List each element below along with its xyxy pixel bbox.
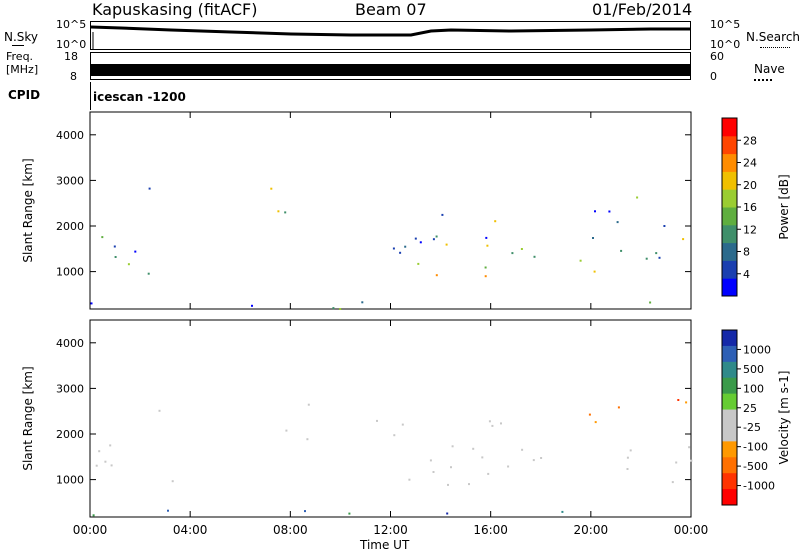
y-axis-label: Slant Range [km] <box>21 366 35 470</box>
colorbar-frame <box>721 329 738 506</box>
colorbar-segment <box>722 171 737 190</box>
colorbar-segment <box>722 393 737 411</box>
nsky-panel <box>90 21 691 50</box>
nsky-tick-low: 10^0 <box>56 38 87 51</box>
colorbar-segment <box>722 409 737 426</box>
nsearch-label: N.Search <box>746 30 800 44</box>
velocity-panel <box>89 319 693 518</box>
cpid-label: CPID <box>8 88 41 102</box>
nsky-legend-line <box>12 45 24 46</box>
y-tick-label: 2000 <box>56 220 84 233</box>
freq-tick-high: 18 <box>64 50 78 63</box>
axes-text: 1000 2000 3000 4000 Slant Range [km] 1000 2000… <box>21 112 708 537</box>
colorbar-segment <box>722 242 737 261</box>
x-tick-label: 12:00 <box>373 523 408 537</box>
colorbar-segment <box>722 377 737 395</box>
colorbar-tick-label: 8 <box>743 246 750 259</box>
freq-label-2: [MHz] <box>6 63 39 76</box>
nsky-label: N.Sky <box>4 30 39 44</box>
colorbar-segment <box>722 345 737 363</box>
colorbar-tick-label: -100 <box>743 441 768 454</box>
y-tick-label: 3000 <box>56 382 84 395</box>
power-panel <box>89 111 692 310</box>
colorbar-segment <box>722 153 737 172</box>
colorbar-tick-label: 24 <box>743 157 757 170</box>
colorbar-segment <box>722 189 737 208</box>
date-title: 01/Feb/2014 <box>592 0 693 19</box>
x-tick-label: 00:00 <box>73 523 108 537</box>
colorbar-tick-label: -1000 <box>743 480 775 493</box>
x-tick-label: 00:00 <box>674 523 709 537</box>
colorbar-segment <box>722 224 737 244</box>
freq-tick-low: 8 <box>70 70 77 83</box>
cpid-value: icescan -1200 <box>93 90 186 104</box>
colorbar-segment <box>722 489 737 506</box>
colorbar-segment <box>722 118 737 137</box>
colorbar-tick-label: -500 <box>743 460 768 473</box>
colorbar-tick-label: 1000 <box>743 343 771 356</box>
colorbar-tick-label: 25 <box>743 402 757 415</box>
x-tick-label: 08:00 <box>273 523 308 537</box>
colorbar-tick-label: 500 <box>743 363 764 376</box>
y-tick-label: 1000 <box>56 474 84 487</box>
colorbar-segment <box>722 441 737 458</box>
colorbar-segment <box>722 457 737 474</box>
y-tick-label: 3000 <box>56 174 84 187</box>
colorbar-tick-label: 4 <box>743 268 750 281</box>
colorbar-label: Velocity [m s-1] <box>777 371 791 465</box>
y-tick-label: 4000 <box>56 129 84 142</box>
colorbar-tick-label: 12 <box>743 223 757 236</box>
power-frame <box>89 111 692 310</box>
x-tick-label: 04:00 <box>173 523 208 537</box>
colorbar-tick-label: -25 <box>743 421 761 434</box>
x-axis-label: Time UT <box>360 538 410 552</box>
colorbar-segment <box>722 361 737 379</box>
velocity-data <box>92 399 693 517</box>
nsearch-legend-line <box>760 47 790 48</box>
colorbar-segment <box>722 135 737 155</box>
y-tick-label: 1000 <box>56 266 84 279</box>
station-title: Kapuskasing (fitACF) <box>92 0 258 19</box>
cpid-panel: icescan -1200 <box>90 82 691 110</box>
nsky-tick-high: 10^5 <box>56 18 87 31</box>
colorbar-tick-label: 28 <box>743 134 757 147</box>
colorbar-tick-label: 20 <box>743 179 757 192</box>
colorbar-segment <box>722 207 737 226</box>
colorbars: 4 8 12 16 20 24 28 Power [dB] 1000 500 100 25 -25 -10… <box>721 117 791 506</box>
colorbar-segment <box>722 260 737 279</box>
colorbar-segment <box>722 278 737 297</box>
colorbar-segment <box>722 425 737 442</box>
freq-label-1: Freq. <box>6 50 34 63</box>
y-axis-label: Slant Range [km] <box>21 158 35 262</box>
x-tick-label: 20:00 <box>574 523 609 537</box>
nsky-trace <box>90 25 690 49</box>
colorbar-tick-label: 100 <box>743 382 764 395</box>
nave-label: Nave <box>754 62 785 76</box>
y-tick-label: 4000 <box>56 337 84 350</box>
colorbar-label: Power [dB] <box>777 174 791 239</box>
colorbar-segment <box>722 473 737 490</box>
nave-legend-line <box>754 79 772 81</box>
nsearch-tick-high: 10^5 <box>710 18 741 31</box>
power-data <box>90 187 685 310</box>
freq-panel <box>90 52 691 80</box>
y-tick-label: 2000 <box>56 428 84 441</box>
beam-title: Beam 07 <box>355 0 427 19</box>
nave-tick-low: 0 <box>710 70 717 83</box>
nave-band <box>91 64 690 76</box>
colorbar-tick-label: 16 <box>743 201 757 214</box>
colorbar-segment <box>722 330 737 347</box>
velocity-frame <box>89 319 692 518</box>
nsearch-tick-low: 10^0 <box>710 38 741 51</box>
nave-tick-high: 60 <box>710 50 724 63</box>
x-tick-label: 16:00 <box>473 523 508 537</box>
